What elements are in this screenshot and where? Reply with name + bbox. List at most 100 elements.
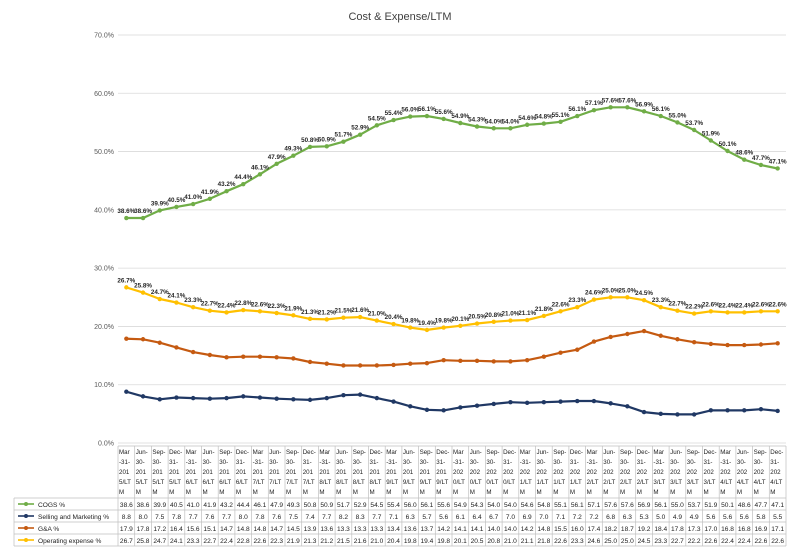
data-point — [291, 153, 296, 158]
x-tick-label: -31- — [186, 459, 197, 466]
table-cell: 7.8 — [255, 514, 264, 521]
data-label: 20.5% — [468, 314, 486, 321]
x-tick-label: M — [587, 489, 592, 496]
legend-series-name: COGS % — [38, 502, 65, 509]
data-point — [357, 392, 363, 397]
x-tick-label: 30- — [269, 459, 278, 466]
data-point — [424, 360, 430, 366]
table-cell: 38.6 — [120, 502, 133, 509]
table-cell: 8.3 — [356, 514, 365, 521]
data-point — [341, 315, 346, 320]
table-cell: 7.1 — [556, 514, 565, 521]
data-point — [257, 309, 263, 314]
data-point — [424, 113, 430, 119]
data-point — [474, 124, 480, 129]
x-tick-label: Jun- — [269, 449, 281, 456]
table-cell: 16.0 — [571, 526, 584, 533]
x-tick-label: 201 — [253, 469, 264, 476]
data-point — [174, 300, 179, 305]
data-label: 26.7% — [117, 277, 135, 284]
table-cell: 56.1 — [654, 502, 667, 509]
table-cell: 55.0 — [671, 502, 684, 509]
data-point — [675, 337, 680, 342]
x-tick-label: 30- — [486, 459, 495, 466]
data-point — [157, 397, 162, 402]
x-tick-label: 0/LT — [486, 479, 498, 486]
data-label: 19.8% — [435, 318, 453, 325]
data-label: 24.1% — [168, 293, 186, 300]
legend-series-name: Operating expense % — [38, 538, 102, 545]
data-point — [408, 361, 413, 366]
table-cell: 22.4 — [220, 538, 233, 545]
table-cell: 55.1 — [554, 502, 567, 509]
table-cell: 57.6 — [621, 502, 634, 509]
x-tick-label: M — [704, 489, 709, 496]
x-tick-label: M — [620, 489, 625, 496]
data-point — [374, 363, 380, 368]
data-point — [458, 405, 463, 410]
table-cell: 13.6 — [404, 526, 417, 533]
x-tick-label: Jun- — [537, 449, 549, 456]
data-point — [441, 358, 446, 363]
data-label: 40.5% — [168, 197, 186, 204]
x-tick-label: Mar — [653, 449, 664, 456]
x-tick-label: Sep- — [353, 449, 366, 456]
x-tick-label: 202 — [653, 469, 664, 476]
data-label: 56.9% — [635, 101, 653, 108]
data-label: 22.6% — [769, 301, 787, 308]
x-tick-label: M — [386, 489, 391, 496]
table-cell: 14.8 — [537, 526, 550, 533]
table-cell: 17.8 — [137, 526, 150, 533]
data-point — [207, 196, 213, 201]
x-tick-label: 31- — [169, 459, 178, 466]
data-point — [174, 345, 179, 350]
x-tick-label: 4/LT — [720, 479, 732, 486]
data-point — [324, 395, 329, 401]
x-tick-label: 6/LT — [203, 479, 215, 486]
x-tick-label: 2/LT — [587, 479, 599, 486]
table-cell: 5.7 — [422, 514, 431, 521]
x-tick-label: 30- — [353, 459, 362, 466]
table-cell: 43.2 — [220, 502, 233, 509]
x-tick-label: Jun- — [403, 449, 415, 456]
data-point — [742, 342, 747, 348]
data-label: 23.3% — [184, 297, 202, 304]
data-point — [708, 309, 714, 314]
data-point — [608, 401, 613, 406]
table-cell: 40.5 — [170, 502, 183, 509]
data-point — [758, 406, 764, 412]
data-point — [241, 182, 246, 187]
data-label: 49.3% — [284, 146, 302, 153]
table-cell: 22.6 — [771, 538, 784, 545]
table-cell: 14.1 — [471, 526, 484, 533]
x-tick-label: M — [203, 489, 208, 496]
data-point — [190, 349, 196, 355]
x-tick-label: 8/LT — [353, 479, 365, 486]
y-axis-ticks: 0.0% 10.0% 20.0% 30.0% 40.0% 50.0% 60.0% 70.0% — [94, 33, 114, 448]
data-label: 56.1% — [418, 106, 436, 113]
series-lines — [124, 105, 780, 417]
data-point — [274, 355, 279, 360]
data-point — [775, 341, 780, 346]
x-tick-label: 9/LT — [436, 479, 448, 486]
data-label: 54.8% — [535, 114, 553, 121]
data-point — [441, 116, 446, 122]
x-tick-label: 30- — [603, 459, 612, 466]
table-cell: 17.4 — [588, 526, 601, 533]
chart-title: Cost & Expense/LTM — [348, 11, 451, 23]
x-tick-label: M — [503, 489, 508, 496]
data-point — [224, 355, 229, 360]
x-tick-label: 8/LT — [370, 479, 382, 486]
table-cell: 24.5 — [638, 538, 651, 545]
x-tick-label: 5/LT — [152, 479, 164, 486]
table-cell: 21.9 — [287, 538, 300, 545]
x-tick-label: -31- — [119, 459, 130, 466]
x-tick-label: M — [687, 489, 692, 496]
x-tick-label: 0/LT — [453, 479, 465, 486]
x-tick-label: 202 — [754, 469, 765, 476]
table-cell: 16.4 — [170, 526, 183, 533]
x-tick-label: 4/LT — [770, 479, 782, 486]
x-tick-label: 201 — [186, 469, 197, 476]
table-cell: 16.9 — [755, 526, 768, 533]
data-label: 19.8% — [401, 318, 419, 325]
